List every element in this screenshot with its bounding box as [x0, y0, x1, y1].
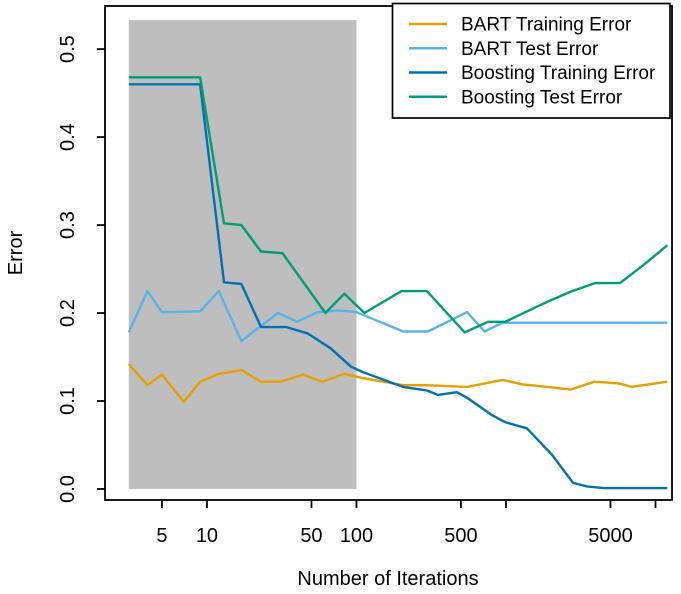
- plot-frame: [104, 5, 673, 501]
- y-tick-label: 0.2: [57, 299, 79, 327]
- legend-label: BART Training Error: [461, 15, 632, 36]
- y-tick-label: 0.5: [57, 35, 79, 63]
- y-tick-label: 0.4: [57, 123, 79, 151]
- series-line-bart-test-error: [127, 289, 668, 343]
- series-layer: [127, 76, 669, 490]
- y-tick-label: 0.0: [57, 475, 79, 503]
- legend-label: Boosting Test Error: [461, 87, 623, 108]
- x-tick-label: 5000: [588, 525, 633, 547]
- y-tick-label: 0.1: [57, 387, 79, 415]
- x-tick-label: 5: [156, 525, 167, 547]
- legend-label: BART Test Error: [461, 39, 599, 60]
- series-line-boosting-test-error: [128, 76, 669, 334]
- x-axis-title: Number of Iterations: [297, 568, 478, 590]
- y-tick-label: 0.3: [57, 211, 79, 239]
- legend-frame: [391, 2, 671, 119]
- legend-label: Boosting Training Error: [461, 63, 656, 84]
- x-tick-label: 500: [444, 525, 477, 547]
- legend-box: BART Training Error BART Test Error Boosti…: [391, 2, 671, 119]
- x-tick-label: 100: [340, 525, 373, 547]
- series-line-boosting-training-error: [128, 83, 668, 490]
- y-axis-title: Error: [5, 230, 27, 275]
- burn-in-shaded-region: [128, 20, 357, 490]
- shaded-rect: [128, 20, 357, 490]
- axes-layer: 5 10 50 100 500 5000 0.0 0.1 0.2 0.3 0.4 0.5: [57, 5, 673, 547]
- x-tick-label: 10: [196, 525, 218, 547]
- x-tick-label: 50: [300, 525, 322, 547]
- series-line-bart-training-error: [127, 363, 668, 404]
